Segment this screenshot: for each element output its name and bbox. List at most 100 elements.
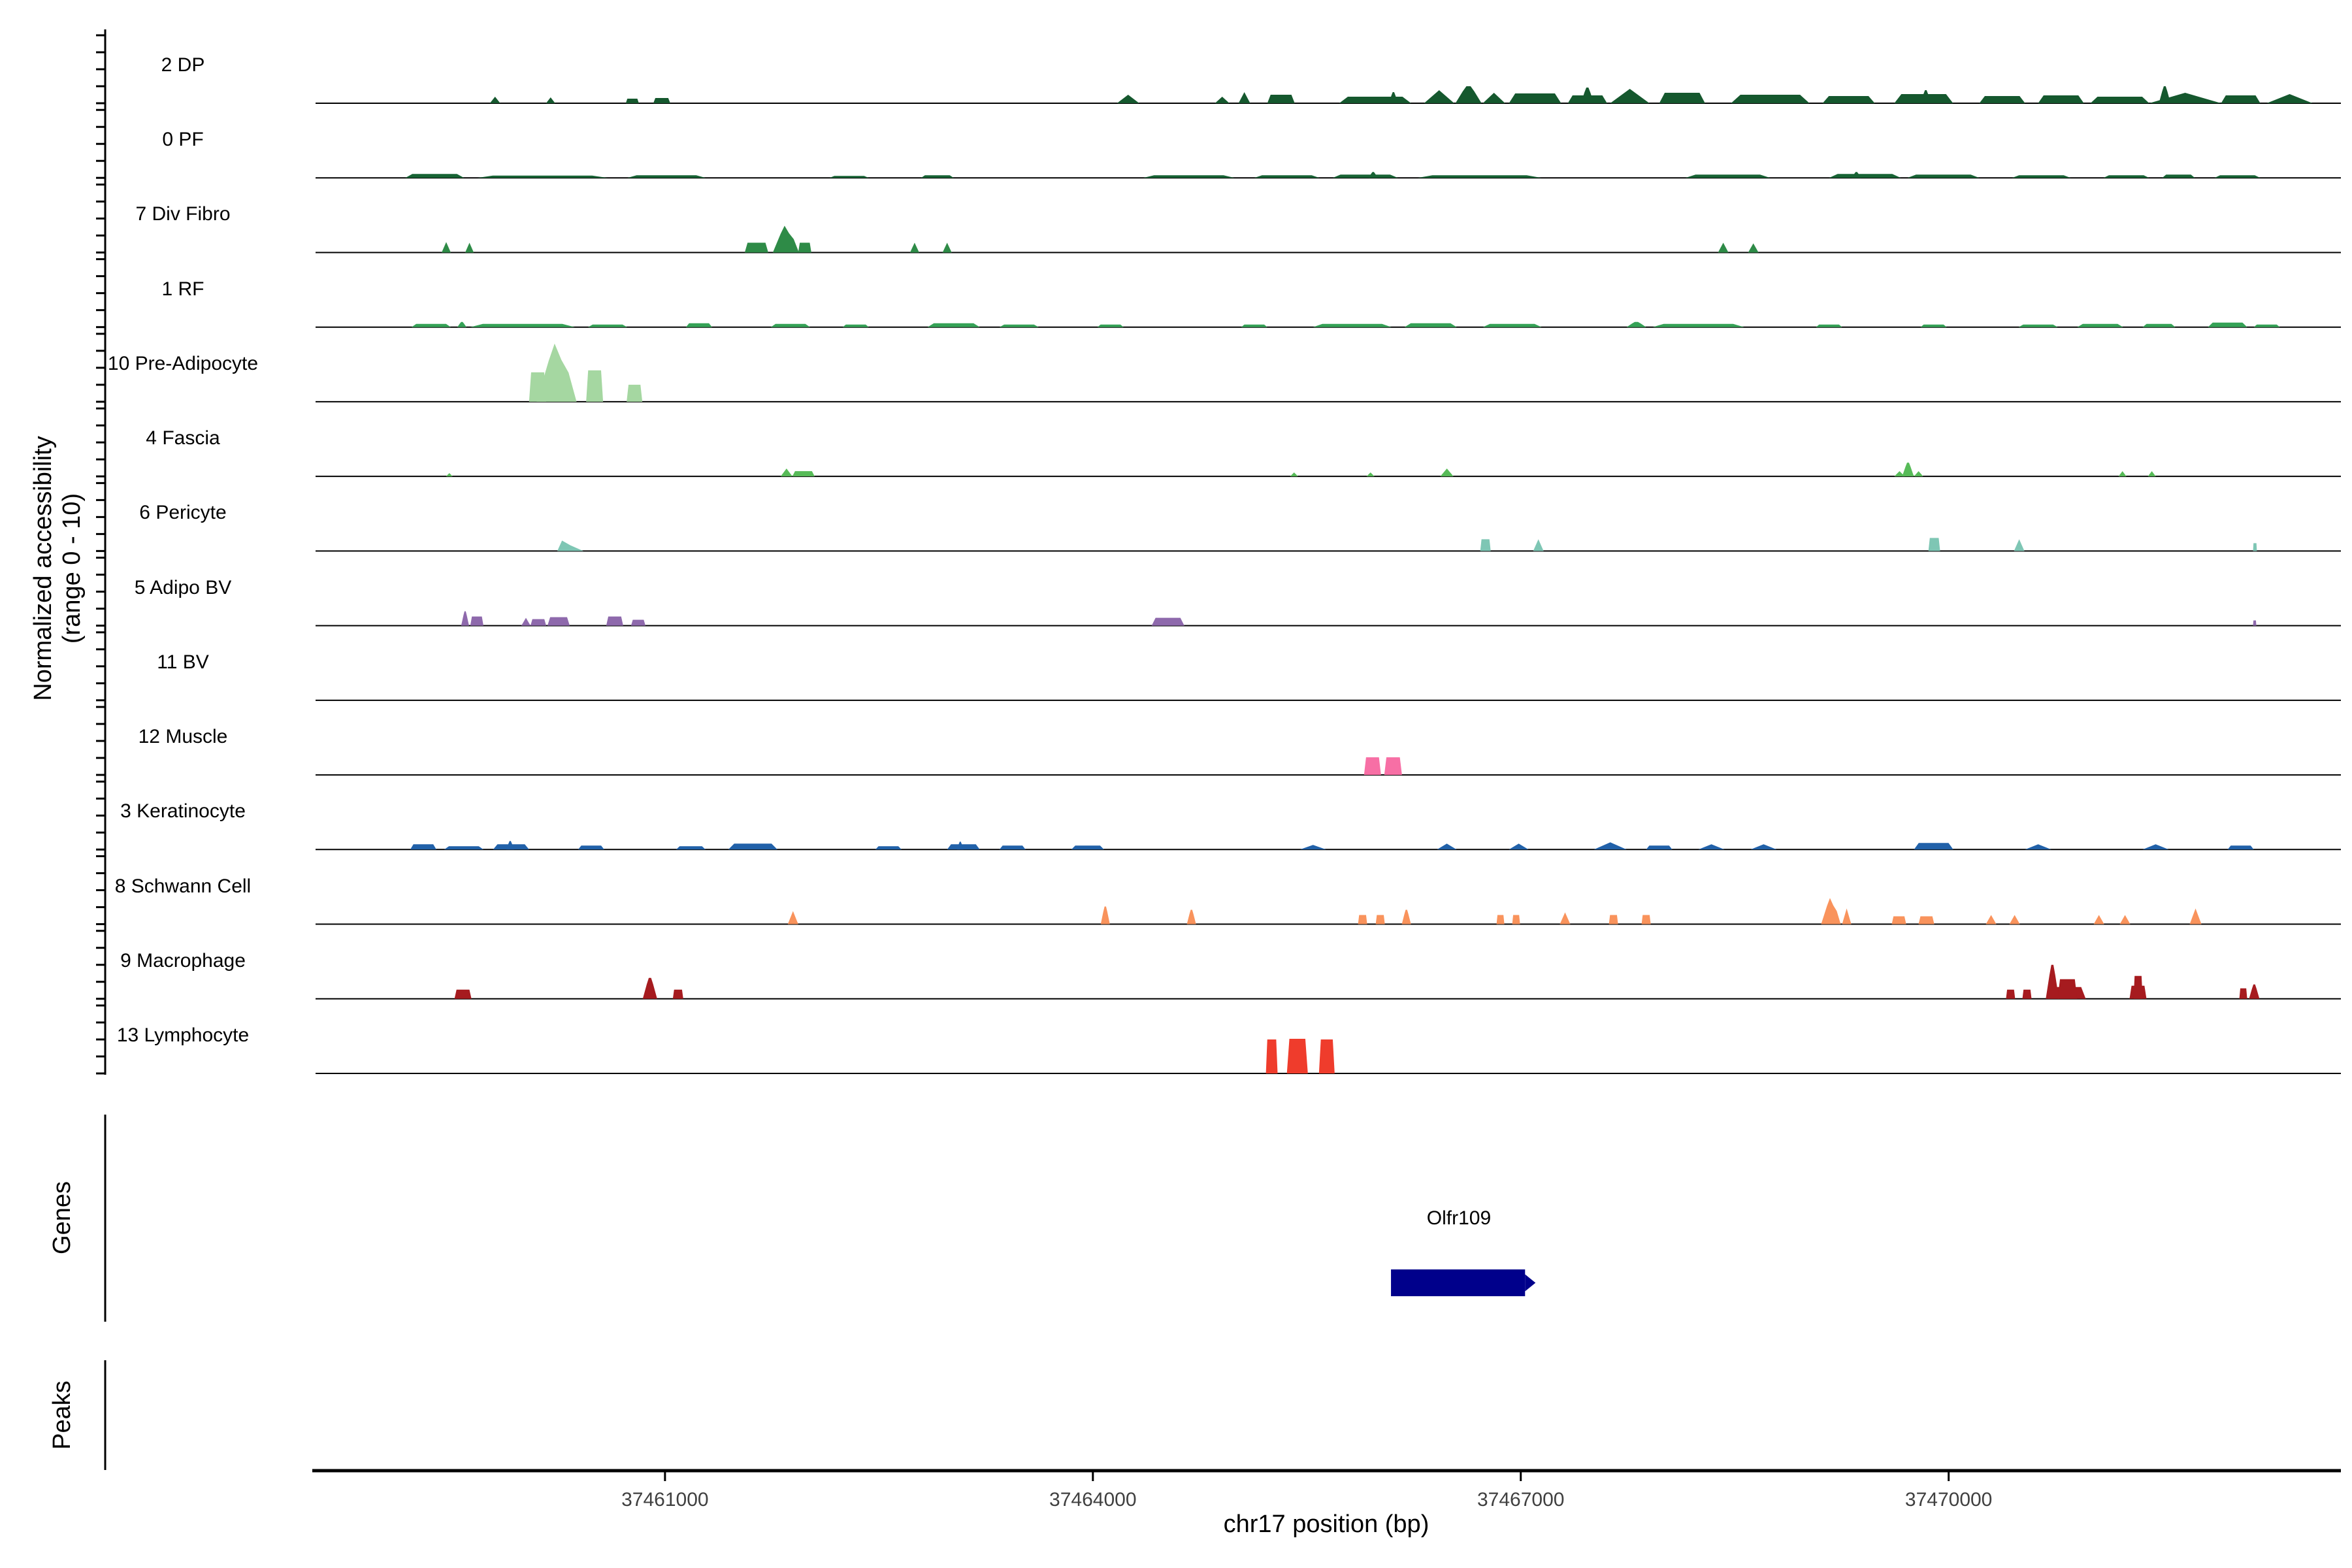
signal-peak [1928, 538, 1940, 551]
signal-peak [1440, 468, 1454, 477]
signal-peak [1290, 472, 1298, 477]
signal-peak [625, 99, 639, 103]
signal-peak [1480, 539, 1491, 551]
signal-peak [1388, 92, 1398, 103]
track-label: 7 Div Fibro [135, 203, 231, 225]
track-label: 4 Fascia [146, 427, 220, 449]
track-signal [411, 321, 2280, 327]
signal-peak [956, 841, 964, 850]
signal-peak [1652, 323, 1744, 327]
signal-peak [1117, 95, 1139, 103]
x-tick-label: 37470000 [1905, 1489, 1992, 1511]
signal-peak [1424, 90, 1454, 103]
signal-peak [587, 324, 628, 327]
signal-peak [1641, 915, 1651, 924]
signal-peak [2159, 86, 2171, 103]
signal-peak [1894, 471, 1905, 477]
signal-peak [461, 611, 469, 626]
track-signal [405, 172, 2261, 178]
signal-peak [2118, 471, 2127, 477]
signal-peak [1482, 93, 1505, 103]
track-signal [557, 538, 2257, 551]
signal-peak [630, 619, 645, 626]
signal-peak [457, 321, 466, 327]
signal-peak [676, 846, 706, 850]
signal-peak [1151, 617, 1184, 626]
x-tick-label: 37467000 [1477, 1489, 1564, 1511]
track-signal [529, 343, 643, 402]
signal-peak [627, 384, 643, 402]
track-label: 12 Muscle [138, 726, 228, 748]
signal-peak [1254, 175, 1320, 178]
signal-peak [1891, 916, 1906, 924]
signal-peak [1375, 915, 1385, 924]
signal-peak [1332, 174, 1398, 178]
track-signal [461, 611, 2257, 626]
signal-peak [947, 844, 980, 850]
gene-body [1391, 1269, 1526, 1296]
signal-peak [465, 242, 474, 253]
signal-peak [1318, 1039, 1335, 1073]
signal-peak [1482, 323, 1542, 327]
signal-peak [1100, 906, 1110, 924]
signal-peak [1610, 89, 1650, 103]
signal-peak [772, 225, 799, 253]
signal-peak [921, 175, 954, 178]
signal-peak [642, 977, 657, 999]
signal-peak [1455, 86, 1482, 103]
signal-peak [1609, 915, 1618, 924]
signal-peak [1533, 539, 1544, 551]
signal-peak [1339, 97, 1411, 103]
signal-peak [942, 242, 952, 253]
signal-peak [927, 323, 980, 327]
signal-peak [627, 175, 706, 178]
signal-peak [521, 617, 531, 626]
signal-peak [1902, 463, 1914, 477]
x-tick-label: 37461000 [621, 1489, 708, 1511]
gene-annotations [1391, 1269, 1536, 1296]
signal-peak [1918, 916, 1935, 924]
signal-peak [578, 845, 604, 850]
signal-peak [2227, 845, 2254, 850]
signal-peak [1914, 471, 1923, 477]
signal-peak [1985, 915, 1997, 924]
genes-section-label: Genes [48, 1181, 76, 1254]
signal-peak [2133, 975, 2143, 999]
signal-peak [1593, 842, 1627, 850]
signal-peak [1313, 323, 1392, 327]
signal-peak [2253, 543, 2257, 551]
signal-peak [842, 324, 869, 327]
signal-peak [1071, 845, 1104, 850]
signal-peak [2012, 175, 2071, 178]
x-tick-label: 37464000 [1049, 1489, 1136, 1511]
signal-peak [536, 343, 577, 402]
signal-peak [410, 844, 436, 850]
signal-peak [2119, 915, 2131, 924]
signal-peak [2009, 915, 2020, 924]
signal-peak [2090, 97, 2149, 103]
signal-peak [1659, 93, 1705, 103]
signal-peak [557, 540, 583, 551]
signal-peak [2038, 95, 2084, 103]
track-signal [454, 964, 2260, 999]
signal-peak [999, 324, 1039, 327]
x-axis-title: chr17 position (bp) [1223, 1511, 1429, 1538]
signal-peak [1748, 243, 1759, 253]
signal-peak [1364, 757, 1381, 776]
signal-peak [1401, 909, 1411, 924]
signal-peak [1404, 323, 1457, 327]
signal-peak [1626, 321, 1646, 327]
signal-peak [1496, 915, 1505, 924]
track-label: 5 Adipo BV [134, 576, 232, 598]
signal-peak [2142, 844, 2169, 850]
signal-peak [1920, 324, 1947, 327]
signal-peak [606, 616, 623, 626]
signal-peak [1750, 844, 1777, 850]
track-label: 11 BV [157, 651, 209, 673]
signal-peak [446, 473, 453, 477]
signal-peak [909, 242, 919, 253]
signal-peak [530, 619, 547, 626]
signal-peak [2221, 95, 2261, 103]
signal-peak [829, 176, 869, 178]
